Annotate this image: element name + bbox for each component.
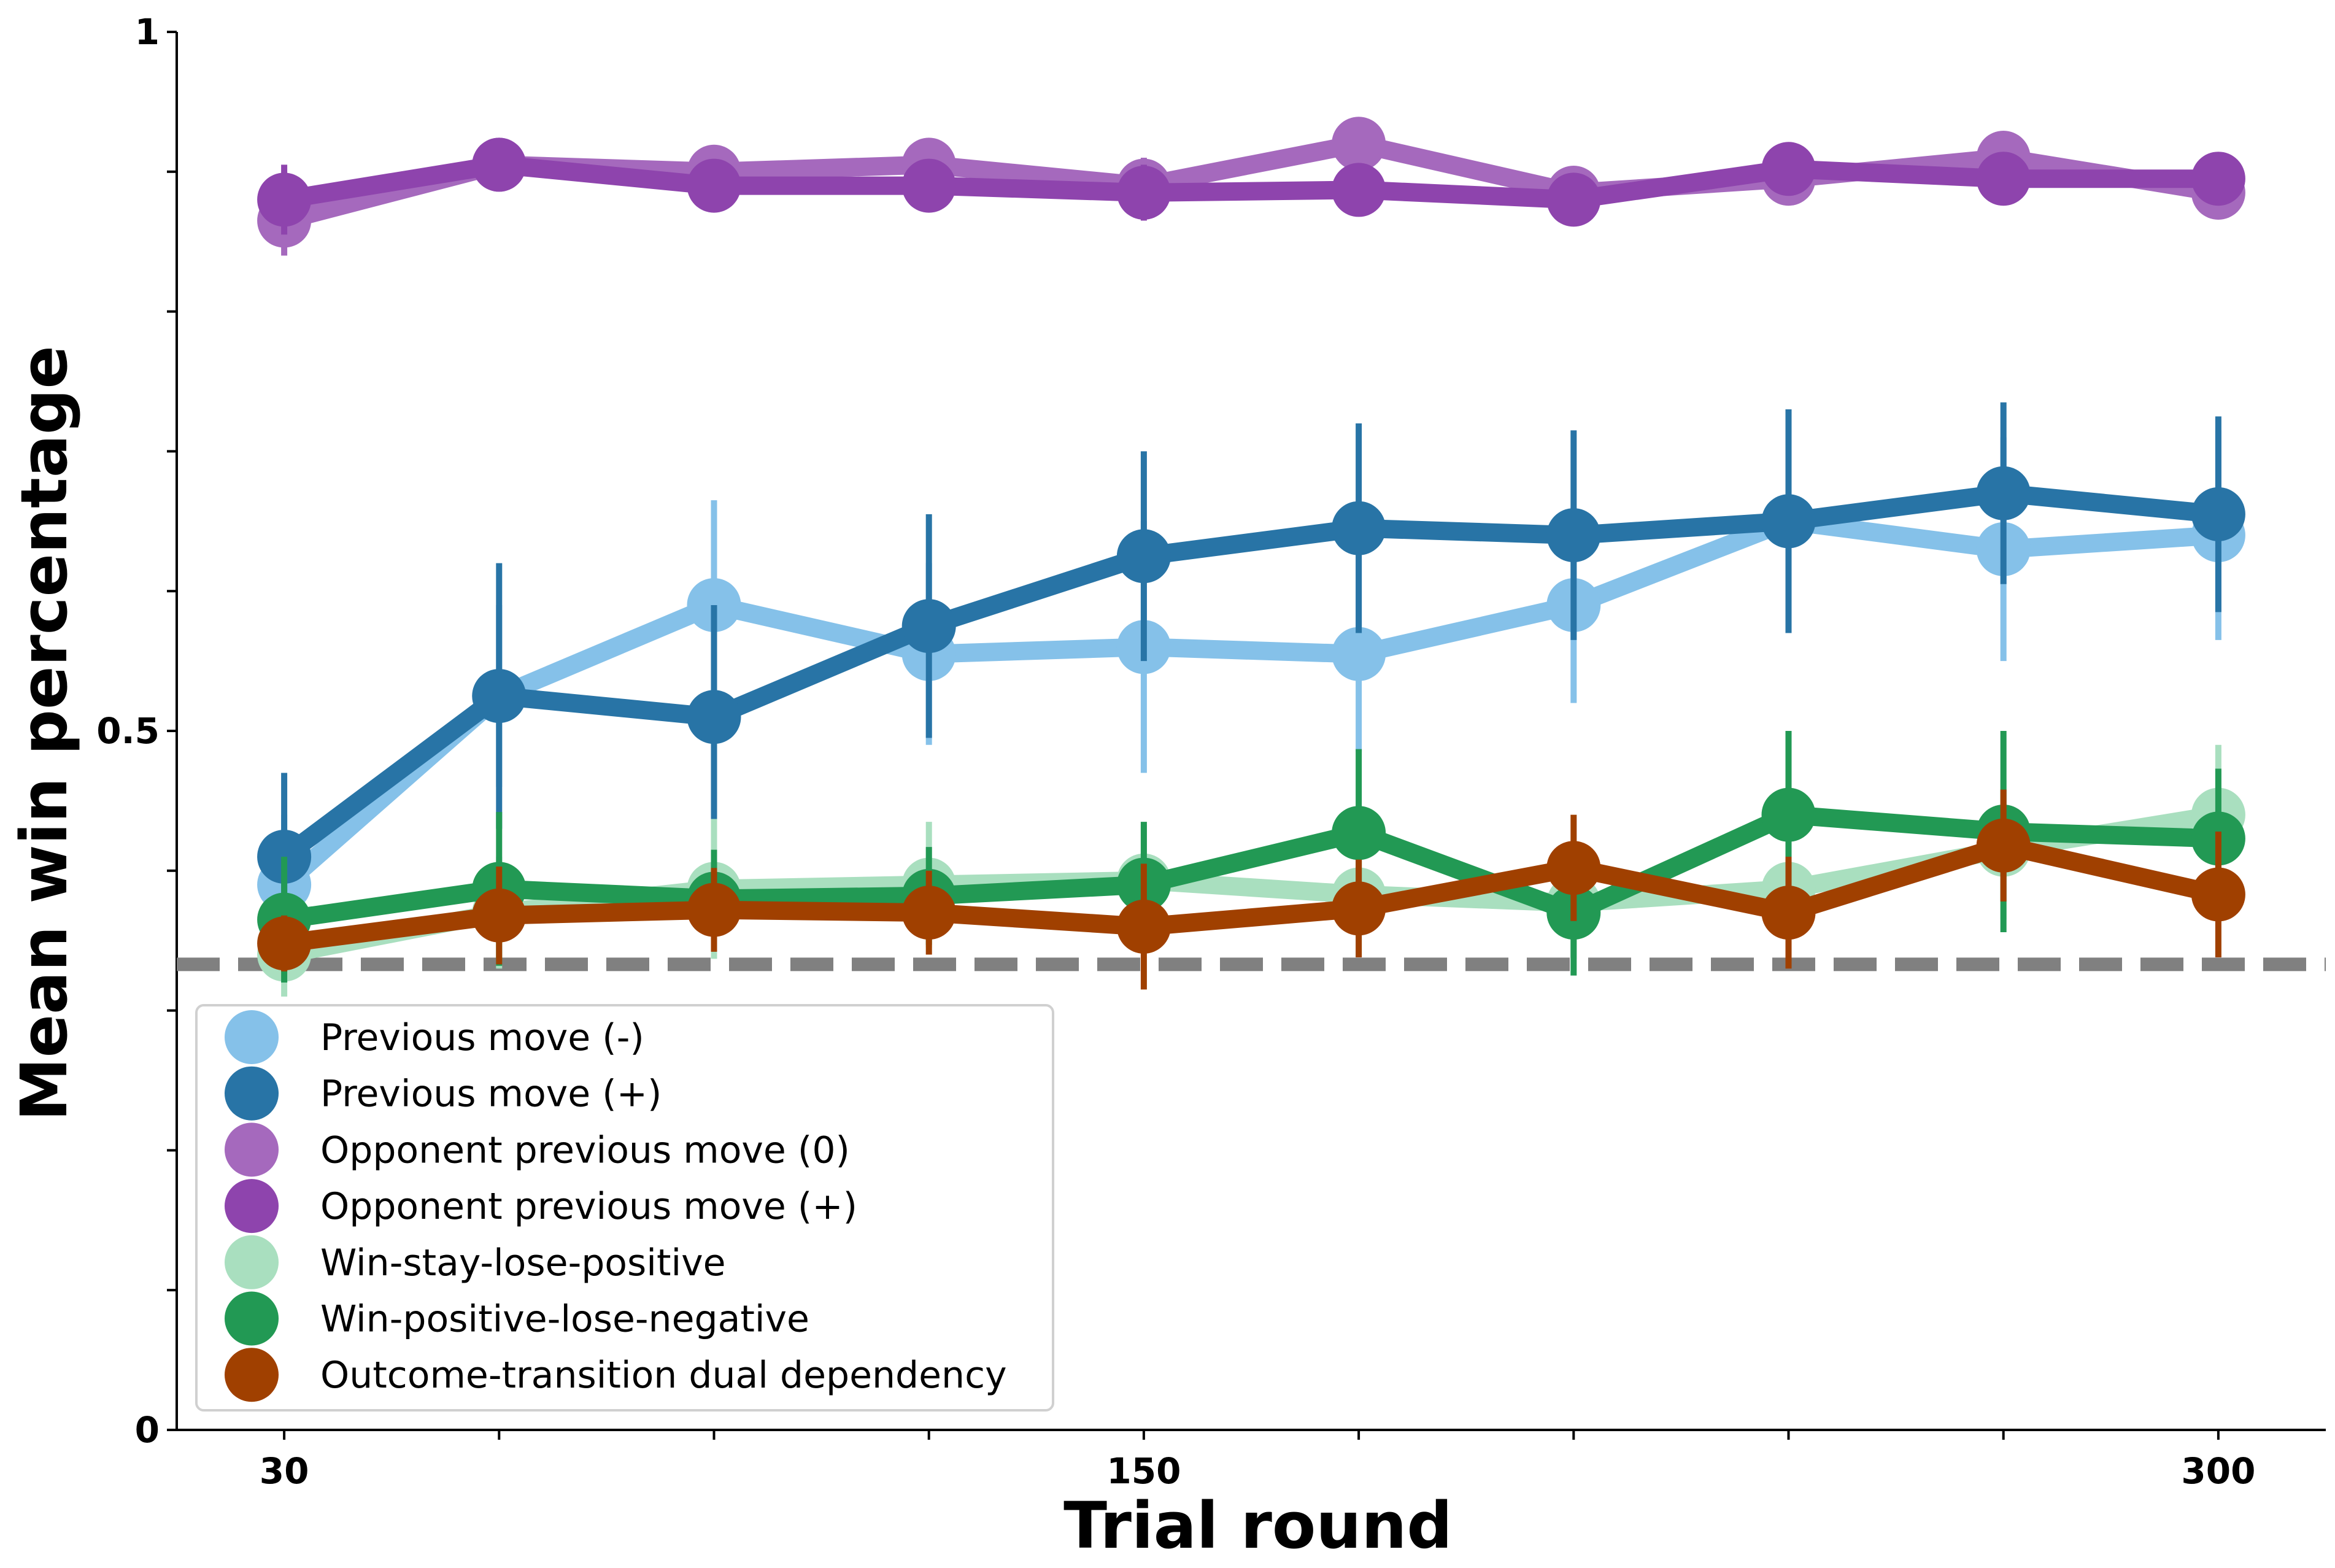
- legend-marker: [225, 1291, 279, 1346]
- data-point: [901, 158, 956, 213]
- series-line: [275, 805, 2228, 929]
- data-point: [1332, 117, 1386, 171]
- legend-marker: [225, 1010, 279, 1064]
- legend-label: Win-positive-lose-negative: [320, 1298, 809, 1341]
- data-point: [472, 669, 527, 724]
- data-point: [1976, 818, 2031, 873]
- x-axis-title: Trial round: [1063, 1488, 1453, 1563]
- series-line: [275, 155, 2228, 209]
- x-tick-label: 150: [1106, 1450, 1181, 1492]
- legend-marker: [225, 1179, 279, 1234]
- y-tick-label: 0: [135, 1409, 160, 1451]
- data-point: [1332, 881, 1386, 936]
- legend-label: Outcome-transition dual dependency: [320, 1354, 1007, 1397]
- data-point: [1546, 172, 1601, 227]
- data-point: [901, 599, 956, 654]
- legend: Previous move (-) Previous move (+) Oppone…: [195, 1004, 1054, 1412]
- series-2: [257, 402, 2245, 941]
- x-tick-label: 30: [260, 1450, 309, 1492]
- legend-marker: [225, 1348, 279, 1402]
- legend-label: Previous move (-): [320, 1016, 644, 1059]
- data-point: [1761, 494, 1816, 549]
- series-line: [275, 484, 2228, 867]
- data-point: [1546, 508, 1601, 563]
- legend-marker: [225, 1235, 279, 1289]
- data-point: [1116, 899, 1171, 954]
- data-point: [2191, 867, 2245, 922]
- data-point: [257, 172, 312, 227]
- data-point: [257, 916, 312, 971]
- data-point: [2191, 487, 2245, 541]
- data-point: [1761, 142, 1816, 196]
- data-point: [1546, 841, 1601, 895]
- data-point: [1116, 165, 1171, 220]
- data-point: [687, 690, 741, 744]
- data-point: [1761, 886, 1816, 940]
- data-point: [1332, 501, 1386, 555]
- data-point: [1976, 152, 2031, 206]
- x-tick-labels: 30 150 300: [260, 1450, 2256, 1492]
- series-line: [275, 836, 2228, 953]
- data-point: [1332, 163, 1386, 217]
- data-point: [687, 158, 741, 213]
- series-layer: [257, 117, 2245, 997]
- legend-marker: [225, 1122, 279, 1177]
- legend-frame: [195, 1004, 1054, 1412]
- legend-marker: [225, 1066, 279, 1121]
- data-point: [1332, 627, 1386, 681]
- data-point: [1976, 466, 2031, 520]
- legend-label: Win-stay-lose-positive: [320, 1242, 726, 1284]
- axes: [167, 31, 2326, 1440]
- data-point: [687, 882, 741, 937]
- y-tick-labels: 00.51: [96, 11, 160, 1451]
- legend-label: Opponent previous move (+): [320, 1185, 857, 1228]
- data-point: [901, 886, 956, 940]
- legend-label: Opponent previous move (0): [320, 1129, 850, 1172]
- data-point: [1332, 806, 1386, 860]
- data-point: [1116, 529, 1171, 584]
- data-point: [472, 888, 527, 943]
- series-line: [275, 512, 2228, 894]
- series-7: [257, 789, 2245, 990]
- series-4: [257, 137, 2245, 235]
- data-point: [1761, 787, 1816, 842]
- data-point: [472, 137, 527, 192]
- y-tick-label: 1: [135, 11, 160, 53]
- x-tick-label: 300: [2181, 1450, 2255, 1492]
- y-axis-title: Mean win percentage: [7, 346, 82, 1121]
- series-1: [257, 409, 2245, 955]
- y-tick-label: 0.5: [96, 710, 160, 752]
- legend-label: Previous move (+): [320, 1073, 662, 1116]
- data-point: [2191, 152, 2245, 206]
